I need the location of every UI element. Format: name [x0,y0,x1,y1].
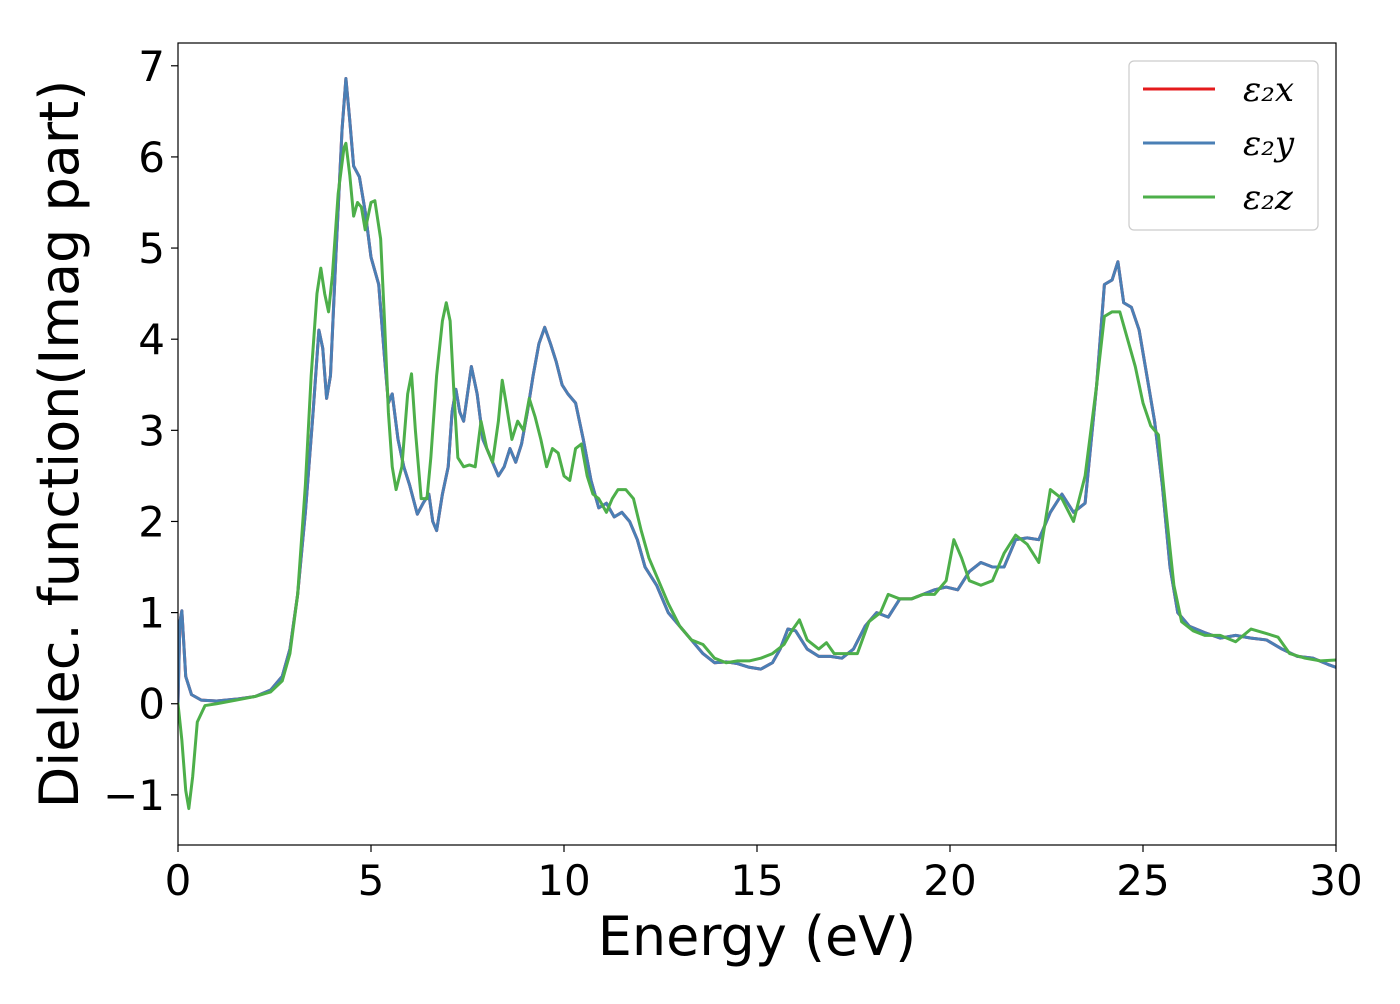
x-axis: 0 5 10 15 20 25 30 [165,845,1363,905]
y-tick-label: 4 [138,315,165,364]
legend-box [1128,60,1319,231]
legend: ε₂x ε₂y ε₂z [1128,60,1319,231]
y-tick-label: 2 [138,497,165,546]
x-tick-label: 10 [537,856,590,905]
plot-area [178,77,1336,811]
plot-frame [177,42,1337,846]
y-tick-label: −1 [103,771,165,820]
x-tick-label: 0 [165,856,192,905]
y-tick-label: 6 [138,133,165,182]
series-line-eps2z [178,141,1336,811]
y-tick-label: 5 [138,224,165,273]
legend-label: ε₂y [1243,124,1295,164]
x-tick-label: 30 [1309,856,1362,905]
y-tick-label: 0 [138,680,165,729]
legend-label: ε₂x [1243,70,1294,110]
y-axis: −1 0 1 2 3 4 5 6 7 [103,42,178,820]
x-tick-label: 15 [730,856,783,905]
x-tick-label: 5 [358,856,385,905]
x-tick-label: 25 [1116,856,1169,905]
legend-label: ε₂z [1243,178,1294,218]
y-tick-label: 3 [138,406,165,455]
y-tick-label: 1 [138,589,165,638]
x-tick-label: 20 [923,856,976,905]
y-axis-title: Dielec. function(Imag part) [28,80,91,809]
x-axis-title: Energy (eV) [598,905,917,968]
y-tick-label: 7 [138,42,165,91]
